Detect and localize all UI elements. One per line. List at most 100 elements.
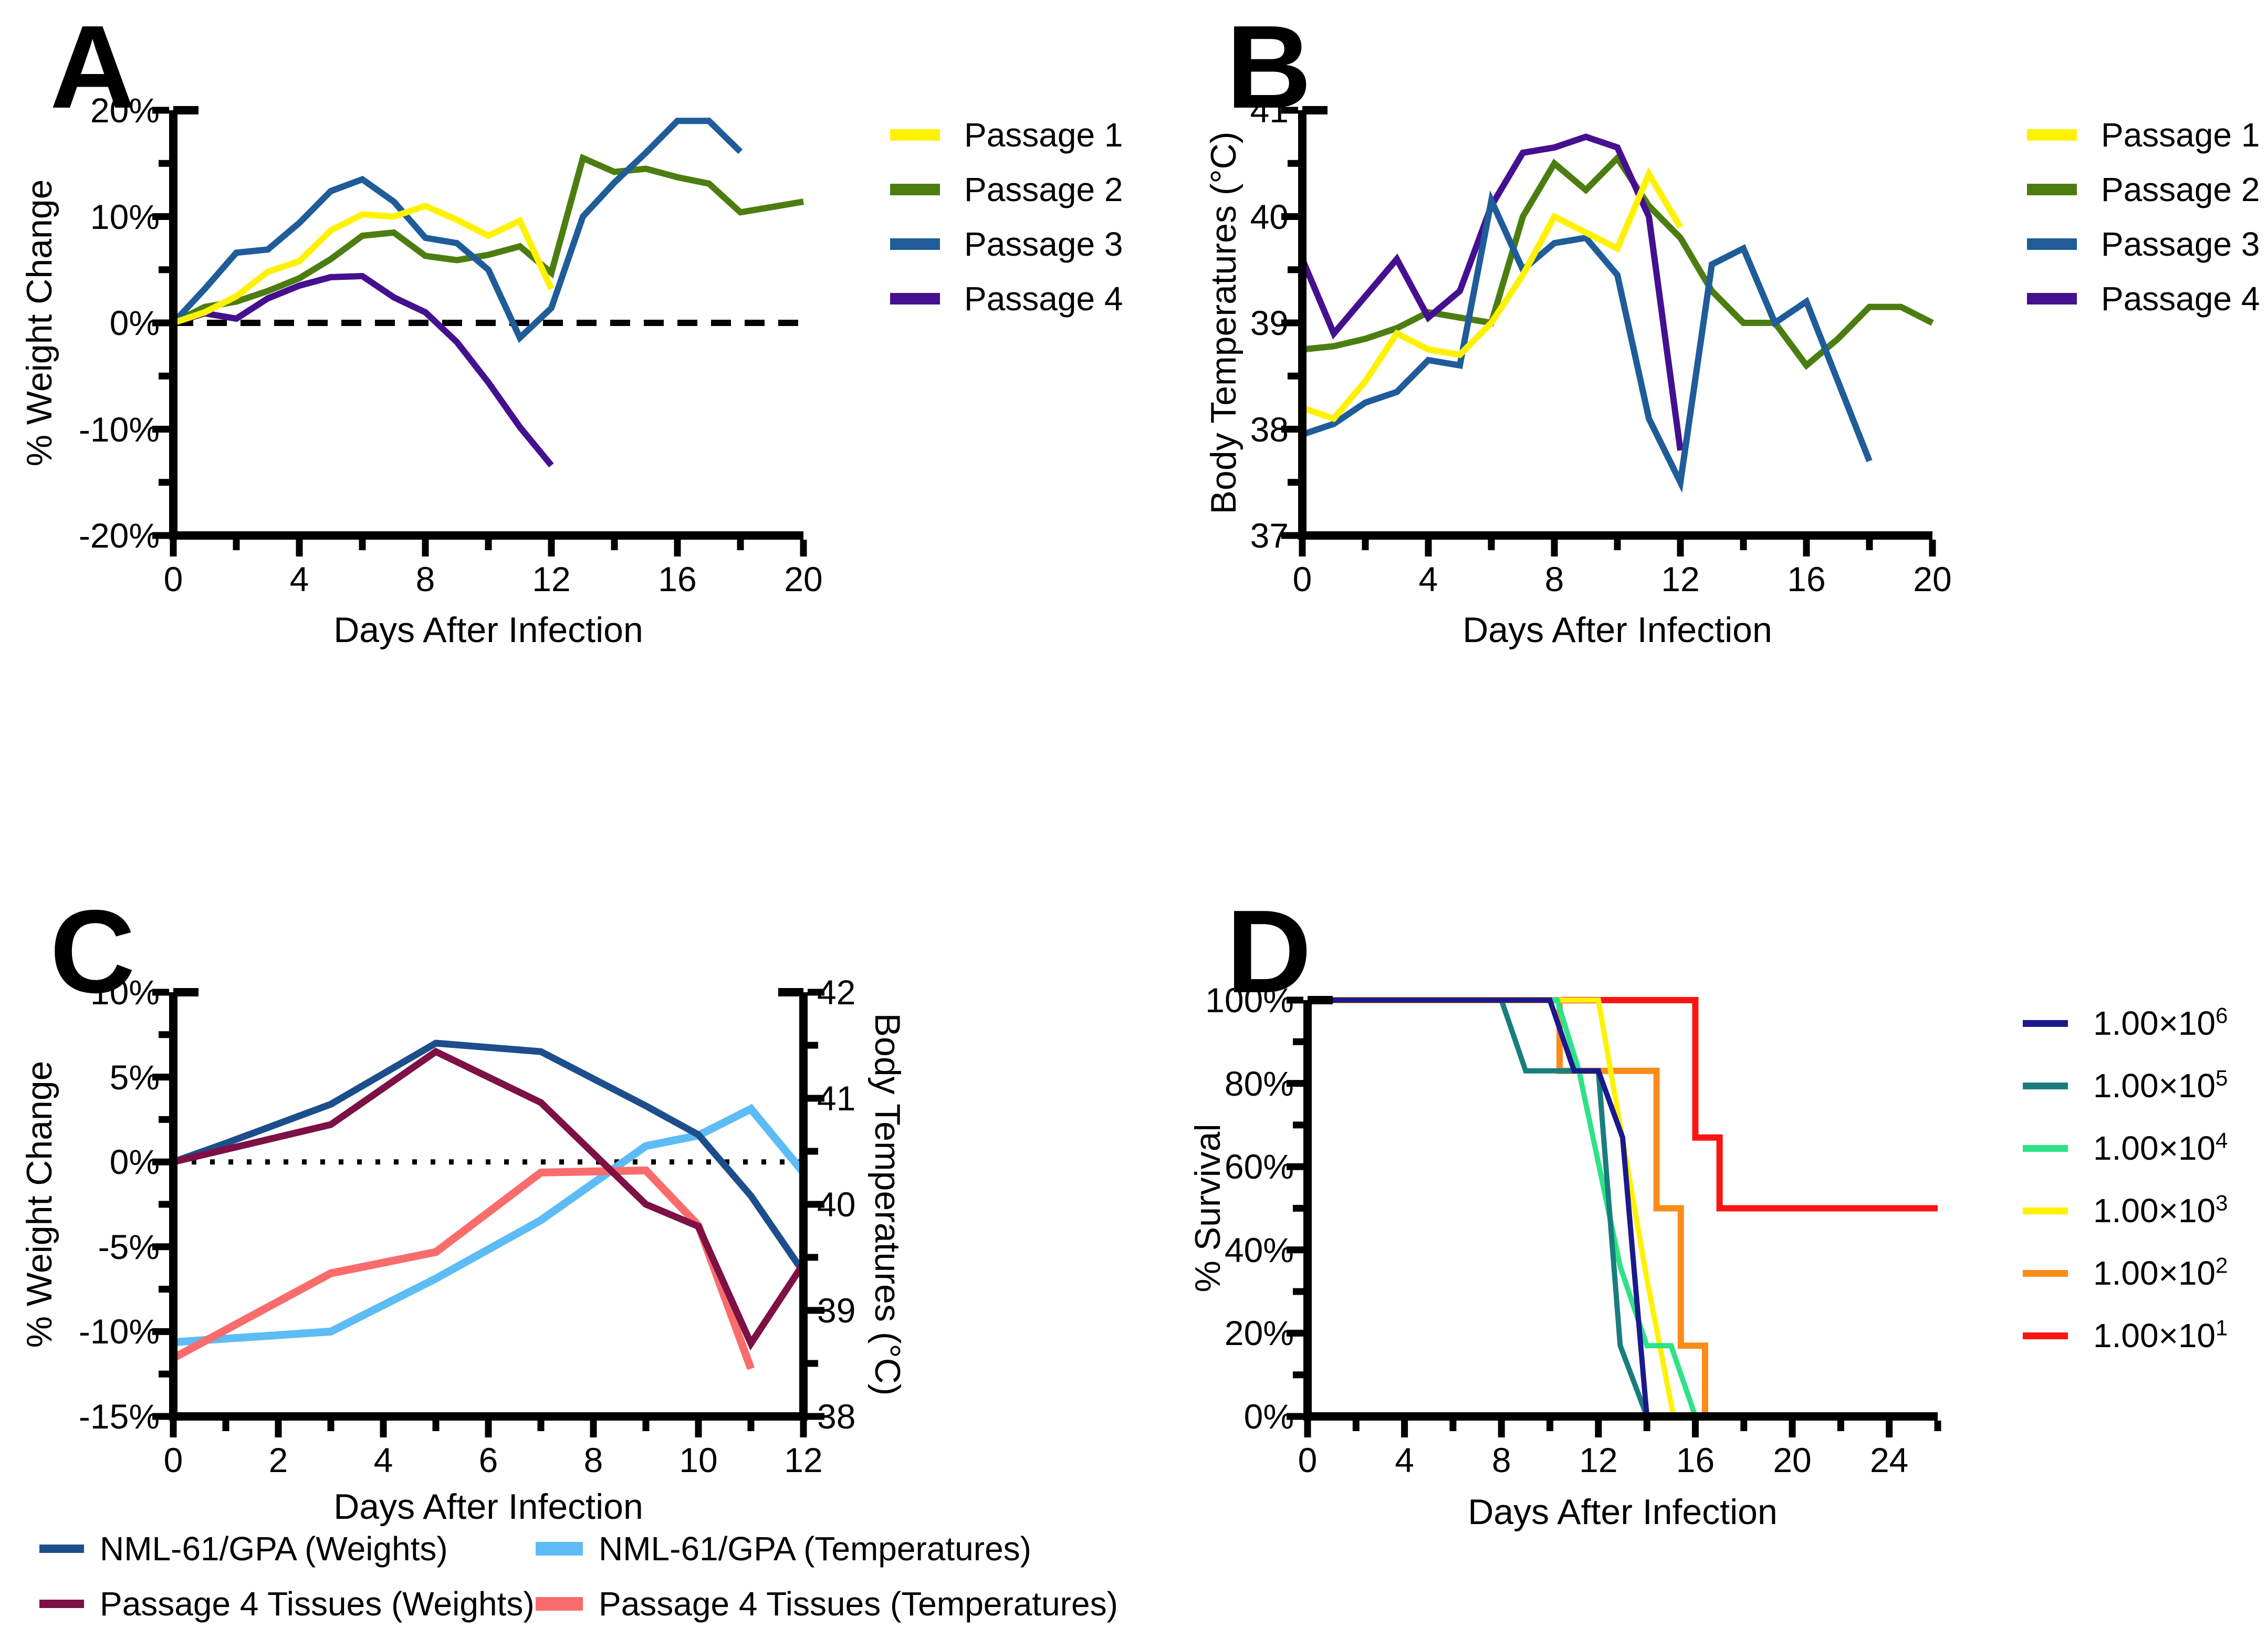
series-passage-4-tissues-weights- bbox=[172, 1047, 807, 1351]
legend-swatch-1-00-10-6 bbox=[2023, 1020, 2068, 1027]
series-passage-4 bbox=[172, 272, 554, 468]
x-tick-label: 0 bbox=[163, 560, 183, 598]
x-tick-label: 4 bbox=[1395, 1441, 1414, 1479]
legend-swatch-1-00-10-2 bbox=[2023, 1269, 2068, 1277]
series-1-00-10-3 bbox=[1308, 997, 1676, 1417]
series-1-00-10-2 bbox=[1308, 997, 1708, 1416]
panel-C-plot bbox=[171, 1039, 807, 1370]
legend-label-passage-2: Passage 2 bbox=[964, 171, 1123, 208]
y-tick-label: 40% bbox=[1224, 1230, 1294, 1269]
panel-a-x-axis-title: Days After Infection bbox=[333, 610, 643, 650]
y-tick-label: 38 bbox=[1250, 409, 1289, 449]
y-tick-label: 5% bbox=[109, 1057, 160, 1097]
legend-swatch-1-00-10-4 bbox=[2023, 1144, 2068, 1152]
x-tick-label: 0 bbox=[1298, 1441, 1318, 1479]
y-tick-label: -10% bbox=[78, 409, 160, 449]
legend-swatch-passage-1 bbox=[2027, 129, 2077, 141]
series-passage-3 bbox=[1301, 190, 1873, 493]
x-tick-label: 4 bbox=[373, 1441, 393, 1479]
y-tick-label: 39 bbox=[1250, 303, 1289, 342]
y-tick-label: 41 bbox=[1250, 91, 1289, 130]
legend-label-1-00-10-6: 1.00×106 bbox=[2093, 1003, 2228, 1042]
y-tick-label: 0% bbox=[1243, 1397, 1294, 1436]
panel-b-letter: B bbox=[1226, 1, 1312, 133]
series-passage-2 bbox=[172, 153, 804, 326]
x-tick-label: 8 bbox=[583, 1441, 603, 1479]
legend-label-1-00-10-5: 1.00×105 bbox=[2093, 1065, 2228, 1105]
x-tick-label: 20 bbox=[1773, 1441, 1812, 1479]
legend-label-passage-3: Passage 3 bbox=[2101, 225, 2260, 263]
panel-c-y2-axis-title: Body Temperatures (°C) bbox=[868, 1013, 907, 1396]
y-tick-label: -15% bbox=[78, 1397, 160, 1436]
x-tick-label: 2 bbox=[268, 1441, 288, 1479]
x-tick-label: 12 bbox=[1579, 1441, 1618, 1479]
y-tick-label: 60% bbox=[1224, 1147, 1294, 1186]
x-tick-label: 12 bbox=[1661, 560, 1700, 598]
legend-label-nml-61-gpa-temperatures-: NML-61/GPA (Temperatures) bbox=[599, 1530, 1031, 1568]
y2-tick-label: 41 bbox=[817, 1079, 856, 1118]
legend-label-passage-1: Passage 1 bbox=[964, 116, 1123, 154]
y-tick-label: 80% bbox=[1224, 1064, 1294, 1103]
x-tick-label: 8 bbox=[1544, 560, 1564, 598]
legend-swatch-1-00-10-1 bbox=[2023, 1332, 2068, 1339]
legend-swatch-passage-4-tissues-temperatures- bbox=[536, 1597, 583, 1611]
y-tick-label: 20% bbox=[1224, 1314, 1294, 1353]
panel-b-x-axis-title: Days After Infection bbox=[1462, 610, 1772, 650]
legend-label-exponent: 1 bbox=[2215, 1315, 2228, 1340]
panel-a-y-axis-title: % Weight Change bbox=[19, 179, 59, 467]
legend-swatch-passage-4-tissues-weights- bbox=[39, 1600, 84, 1608]
y2-tick-label: 39 bbox=[817, 1291, 856, 1330]
x-tick-label: 12 bbox=[784, 1441, 823, 1479]
panel-B-plot bbox=[1299, 133, 1934, 493]
x-tick-label: 8 bbox=[415, 560, 435, 598]
y2-tick-label: 38 bbox=[817, 1397, 856, 1436]
series-passage-1 bbox=[1301, 167, 1684, 423]
legend-label-passage-4: Passage 4 bbox=[2101, 280, 2260, 318]
series-1-00-10-6 bbox=[1308, 997, 1650, 1417]
legend-label-1-00-10-1: 1.00×101 bbox=[2093, 1315, 2228, 1354]
legend-label-passage-4-tissues-temperatures-: Passage 4 Tissues (Temperatures) bbox=[599, 1585, 1118, 1623]
x-tick-label: 24 bbox=[1869, 1441, 1909, 1479]
panel-d-x-axis-title: Days After Infection bbox=[1468, 1492, 1778, 1532]
series-nml-61-gpa-temperatures- bbox=[173, 1104, 807, 1347]
panel-a-letter: A bbox=[50, 1, 135, 133]
panel-b-y-axis-title: Body Temperatures (°C) bbox=[1204, 131, 1243, 514]
y-tick-label: 10% bbox=[90, 197, 160, 236]
legend-label-passage-4: Passage 4 bbox=[964, 280, 1123, 318]
legend-swatch-passage-2 bbox=[2027, 184, 2077, 195]
x-tick-label: 0 bbox=[163, 1441, 183, 1479]
x-tick-label: 8 bbox=[1491, 1441, 1511, 1479]
y-tick-label: 40 bbox=[1250, 197, 1289, 236]
legend-swatch-nml-61-gpa-temperatures- bbox=[536, 1542, 583, 1556]
legend-label-1-00-10-4: 1.00×104 bbox=[2093, 1128, 2228, 1167]
y-tick-label: 0% bbox=[109, 303, 160, 342]
legend-swatch-passage-3 bbox=[890, 238, 940, 250]
legend-swatch-passage-4 bbox=[890, 293, 940, 304]
y-tick-label: 0% bbox=[109, 1142, 160, 1182]
x-tick-label: 12 bbox=[532, 560, 571, 598]
series-passage-1 bbox=[172, 202, 555, 326]
series-nml-61-gpa-weights- bbox=[172, 1039, 807, 1274]
legend-label-passage-3: Passage 3 bbox=[964, 225, 1123, 263]
x-tick-label: 20 bbox=[784, 560, 823, 598]
legend-label-passage-4-tissues-weights-: Passage 4 Tissues (Weights) bbox=[100, 1585, 535, 1623]
y-tick-label: -10% bbox=[78, 1312, 160, 1351]
legend-swatch-passage-3 bbox=[2027, 238, 2077, 250]
legend-swatch-passage-2 bbox=[890, 184, 940, 195]
panel-c-x-axis-title: Days After Infection bbox=[333, 1487, 643, 1527]
x-tick-label: 20 bbox=[1913, 560, 1952, 598]
legend-label-1-00-10-3: 1.00×103 bbox=[2093, 1190, 2228, 1230]
y-tick-label: -20% bbox=[78, 516, 160, 555]
legend-swatch-1-00-10-3 bbox=[2023, 1207, 2068, 1214]
y-tick-label: 100% bbox=[1205, 981, 1294, 1020]
legend-swatch-nml-61-gpa-weights- bbox=[39, 1545, 84, 1553]
y2-tick-label: 42 bbox=[817, 973, 856, 1012]
x-tick-label: 10 bbox=[679, 1441, 718, 1479]
legend-label-exponent: 6 bbox=[2215, 1003, 2228, 1028]
panel-A-plot bbox=[171, 118, 804, 468]
legend-label-exponent: 5 bbox=[2215, 1065, 2228, 1090]
legend-swatch-passage-1 bbox=[890, 129, 940, 141]
y-tick-label: 10% bbox=[90, 973, 160, 1012]
panel-c-letter: C bbox=[50, 885, 135, 1017]
x-tick-label: 0 bbox=[1292, 560, 1312, 598]
